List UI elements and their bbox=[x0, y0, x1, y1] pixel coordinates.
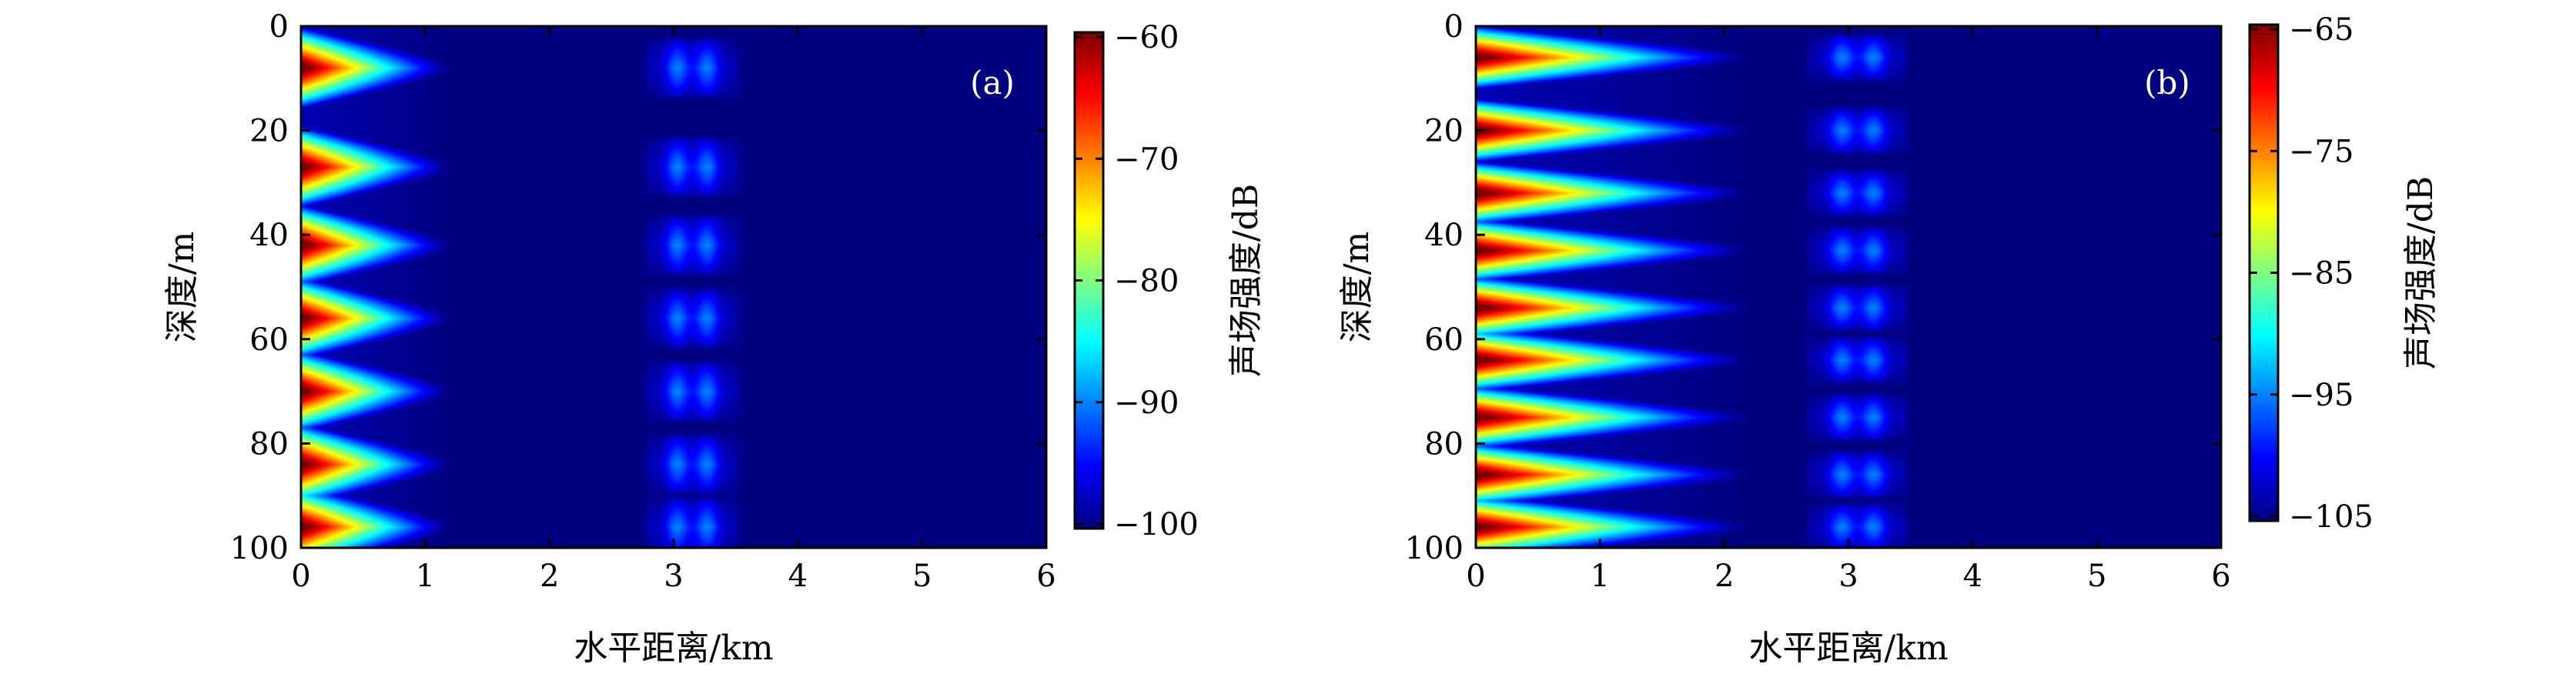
panel-a: 0 1 2 3 4 5 6020406080100水平距离/km深度/m(a)−60−70−… bbox=[162, 9, 1266, 668]
x-tick-label: 3 bbox=[1838, 559, 1858, 594]
colorbar-label: 声场强度/dB bbox=[2401, 176, 2441, 369]
panel-label: (b) bbox=[2144, 64, 2190, 102]
x-axis-label: 水平距离/km bbox=[1748, 629, 1948, 668]
heatmap-field bbox=[1476, 26, 2221, 548]
x-tick-label: 1 bbox=[416, 559, 435, 594]
colorbar-tick-label: −60 bbox=[1114, 20, 1179, 55]
y-tick-label: 60 bbox=[1424, 322, 1464, 358]
x-tick-label: 6 bbox=[1036, 559, 1055, 594]
y-tick-label: 80 bbox=[1424, 426, 1464, 462]
x-tick-label: 0 bbox=[291, 559, 310, 594]
y-tick-label: 40 bbox=[249, 218, 289, 253]
y-tick-label: 100 bbox=[1405, 531, 1464, 566]
y-tick-label: 60 bbox=[249, 322, 289, 358]
panel-b: 0 1 2 3 4 5 6020406080100水平距离/km深度/m(b)−65−75−… bbox=[1337, 9, 2441, 668]
y-tick-label: 0 bbox=[269, 9, 289, 45]
y-tick-label: 20 bbox=[249, 114, 289, 149]
colorbar-tick-label: −85 bbox=[2289, 256, 2354, 292]
x-tick-label: 4 bbox=[1963, 559, 1982, 594]
y-tick-label: 40 bbox=[1424, 218, 1464, 253]
colorbar-tick-label: −75 bbox=[2289, 134, 2354, 169]
x-tick-label: 4 bbox=[788, 559, 808, 594]
x-tick-label: 6 bbox=[2211, 559, 2230, 594]
colorbar-label: 声场强度/dB bbox=[1226, 184, 1266, 377]
y-tick-label: 0 bbox=[1444, 9, 1464, 45]
heatmap-field bbox=[301, 26, 1046, 548]
y-axis-label: 深度/m bbox=[162, 232, 202, 343]
x-axis-label: 水平距离/km bbox=[574, 629, 773, 668]
x-tick-label: 5 bbox=[2087, 559, 2106, 594]
colorbar-tick-label: −105 bbox=[2289, 499, 2374, 535]
x-tick-label: 0 bbox=[1466, 559, 1485, 594]
x-tick-label: 2 bbox=[540, 559, 559, 594]
x-tick-label: 3 bbox=[664, 559, 683, 594]
x-tick-label: 2 bbox=[1715, 559, 1734, 594]
x-tick-label: 1 bbox=[1591, 559, 1610, 594]
x-tick-label: 5 bbox=[912, 559, 932, 594]
y-tick-label: 20 bbox=[1424, 114, 1464, 149]
colorbar-tick-label: −80 bbox=[1114, 264, 1179, 299]
colorbar-tick-label: −90 bbox=[1114, 385, 1179, 421]
colorbar-tick-label: −95 bbox=[2289, 378, 2354, 413]
panel-label: (a) bbox=[970, 64, 1015, 102]
y-tick-label: 100 bbox=[230, 531, 289, 566]
y-axis-label: 深度/m bbox=[1337, 232, 1377, 343]
colorbar-tick-label: −70 bbox=[1114, 142, 1179, 177]
colorbar-tick-label: −100 bbox=[1114, 507, 1199, 542]
y-tick-label: 80 bbox=[249, 426, 289, 462]
colorbar-tick-label: −65 bbox=[2289, 12, 2354, 48]
